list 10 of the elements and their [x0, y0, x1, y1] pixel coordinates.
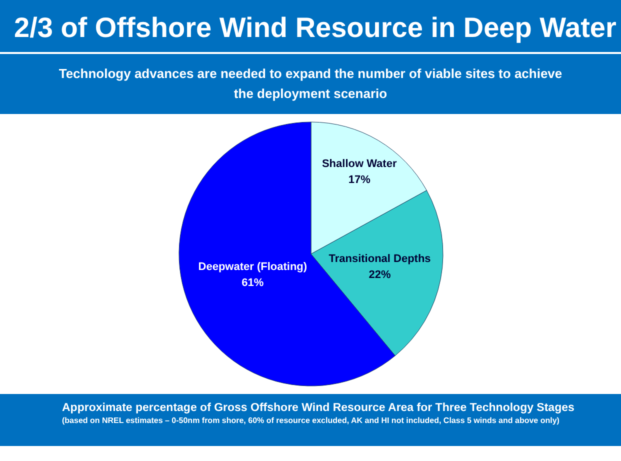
slice-label: Shallow Water: [321, 158, 397, 170]
chart-subtitle: Technology advances are needed to expand the number of viable sites to achieve the deployment scenario: [0, 52, 621, 114]
data-label: 17%: [348, 174, 370, 186]
slice-label: Transitional Depths: [328, 253, 430, 266]
data-label: 61%: [241, 277, 264, 289]
text: Approximate percentage of Gross Offshore Wind Resource Area for Three Technology Stages: [62, 402, 576, 414]
slice-label: Deepwater (Floating): [198, 261, 307, 273]
text: (based on NREL estimates – 0-50nm from shore, 60% of resource excluded, AK and HI not included, Class 5 winds and above only): [62, 416, 560, 425]
chart-title: 2/3 of Offshore Wind Resource in Deep Water: [0, 0, 621, 52]
data-label: 22%: [368, 269, 390, 282]
